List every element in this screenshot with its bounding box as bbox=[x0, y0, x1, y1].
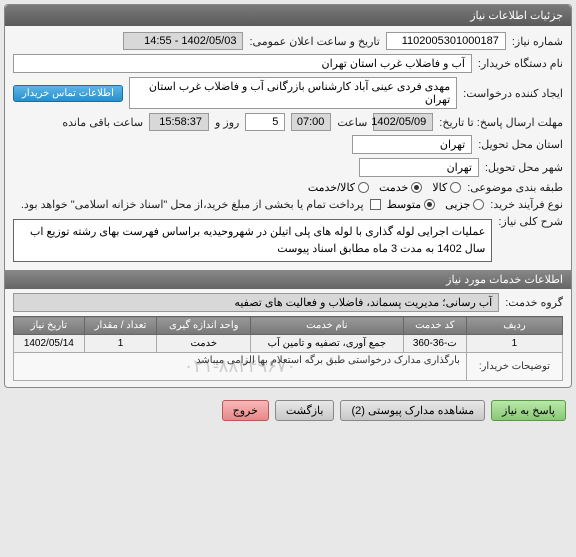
buyer-note-label: توضیحات خریدار: bbox=[466, 353, 562, 381]
need-no-label: شماره نیاز: bbox=[512, 35, 563, 48]
requester-field: مهدی فردی عینی آباد کارشناس بازرگانی آب … bbox=[129, 77, 457, 109]
radio-icon bbox=[411, 182, 422, 193]
watermark-cell: بارگذاری مدارک درخواستی طبق برگه استعلام… bbox=[14, 353, 467, 381]
buyer-note-text: بارگذاری مدارک درخواستی طبق برگه استعلام… bbox=[196, 355, 460, 366]
th-date: تاریخ نیاز bbox=[14, 317, 85, 335]
city-field: تهران bbox=[359, 158, 479, 177]
deadline-label: مهلت ارسال پاسخ: تا تاریخ: bbox=[439, 116, 563, 129]
respond-button[interactable]: پاسخ به نیاز bbox=[491, 400, 566, 421]
radio-icon bbox=[424, 199, 435, 210]
td-unit: خدمت bbox=[157, 335, 251, 353]
radio-goods-label: کالا bbox=[432, 181, 447, 194]
announce-field: 1402/05/03 - 14:55 bbox=[123, 32, 243, 50]
th-row: ردیف bbox=[466, 317, 562, 335]
province-field: تهران bbox=[352, 135, 472, 154]
radio-both[interactable]: کالا/خدمت bbox=[308, 181, 369, 194]
group-label: گروه خدمت: bbox=[505, 296, 563, 309]
th-qty: تعداد / مقدار bbox=[84, 317, 157, 335]
buyer-note-row: توضیحات خریدار: بارگذاری مدارک درخواستی … bbox=[14, 353, 563, 381]
need-no-field: 1102005301000187 bbox=[386, 32, 506, 50]
payment-checkbox[interactable] bbox=[370, 199, 381, 210]
details-panel: جزئیات اطلاعات نیاز شماره نیاز: 11020053… bbox=[4, 4, 572, 388]
table-header-row: ردیف کد خدمت نام خدمت واحد اندازه گیری ت… bbox=[14, 317, 563, 335]
th-name: نام خدمت bbox=[251, 317, 403, 335]
table-row: 1 ت-36-360 جمع آوری، تصفیه و تامین آب خد… bbox=[14, 335, 563, 353]
category-radio-group: کالا خدمت کالا/خدمت bbox=[308, 181, 461, 194]
td-date: 1402/05/14 bbox=[14, 335, 85, 353]
radio-service[interactable]: خدمت bbox=[379, 181, 422, 194]
radio-icon bbox=[450, 182, 461, 193]
province-label: استان محل تحویل: bbox=[478, 138, 563, 151]
button-bar: پاسخ به نیاز مشاهده مدارک پیوستی (2) باز… bbox=[4, 394, 572, 427]
group-field: آب رسانی؛ مدیریت پسماند، فاضلاب و فعالیت… bbox=[13, 293, 499, 312]
requester-label: ایجاد کننده درخواست: bbox=[463, 87, 563, 100]
buyer-label: نام دستگاه خریدار: bbox=[478, 57, 563, 70]
announce-label: تاریخ و ساعت اعلان عمومی: bbox=[249, 35, 379, 48]
td-code: ت-36-360 bbox=[403, 335, 466, 353]
time-label: ساعت bbox=[337, 116, 367, 129]
radio-icon bbox=[358, 182, 369, 193]
th-unit: واحد اندازه گیری bbox=[157, 317, 251, 335]
category-label: طبقه بندی موضوعی: bbox=[467, 181, 563, 194]
radio-goods[interactable]: کالا bbox=[432, 181, 461, 194]
days-label: روز و bbox=[215, 116, 239, 129]
panel-body: شماره نیاز: 1102005301000187 تاریخ و ساع… bbox=[5, 26, 571, 387]
description-box: عملیات اجرایی لوله گذاری با لوله های پلی… bbox=[13, 219, 492, 262]
city-label: شهر محل تحویل: bbox=[485, 161, 563, 174]
services-table: ردیف کد خدمت نام خدمت واحد اندازه گیری ت… bbox=[13, 316, 563, 381]
attachments-button[interactable]: مشاهده مدارک پیوستی (2) bbox=[340, 400, 485, 421]
buyer-field: آب و فاضلاب غرب استان تهران bbox=[13, 54, 472, 73]
remain-time-field: 15:58:37 bbox=[149, 113, 209, 131]
days-field: 5 bbox=[245, 113, 285, 131]
radio-icon bbox=[473, 199, 484, 210]
exit-button[interactable]: خروج bbox=[222, 400, 269, 421]
radio-partial[interactable]: جزیی bbox=[445, 198, 484, 211]
process-label: نوع فرآیند خرید: bbox=[490, 198, 563, 211]
payment-note: پرداخت تمام یا بخشی از مبلغ خرید،از محل … bbox=[21, 198, 364, 211]
radio-partial-label: جزیی bbox=[445, 198, 470, 211]
deadline-date-field: 1402/05/09 bbox=[373, 113, 433, 131]
radio-both-label: کالا/خدمت bbox=[308, 181, 355, 194]
td-row: 1 bbox=[466, 335, 562, 353]
td-qty: 1 bbox=[84, 335, 157, 353]
process-radio-group: جزیی متوسط bbox=[387, 198, 485, 211]
return-button[interactable]: بازگشت bbox=[275, 400, 335, 421]
radio-medium-label: متوسط bbox=[387, 198, 422, 211]
desc-label: شرح کلی نیاز: bbox=[498, 215, 563, 228]
th-code: کد خدمت bbox=[403, 317, 466, 335]
deadline-time-field: 07:00 bbox=[291, 113, 331, 131]
panel-title: جزئیات اطلاعات نیاز bbox=[5, 5, 571, 26]
radio-medium[interactable]: متوسط bbox=[387, 198, 436, 211]
radio-service-label: خدمت bbox=[379, 181, 408, 194]
contact-buyer-button[interactable]: اطلاعات تماس خریدار bbox=[13, 85, 123, 102]
td-name: جمع آوری، تصفیه و تامین آب bbox=[251, 335, 403, 353]
remain-label: ساعت باقی مانده bbox=[62, 116, 143, 129]
services-header: اطلاعات خدمات مورد نیاز bbox=[5, 270, 571, 289]
